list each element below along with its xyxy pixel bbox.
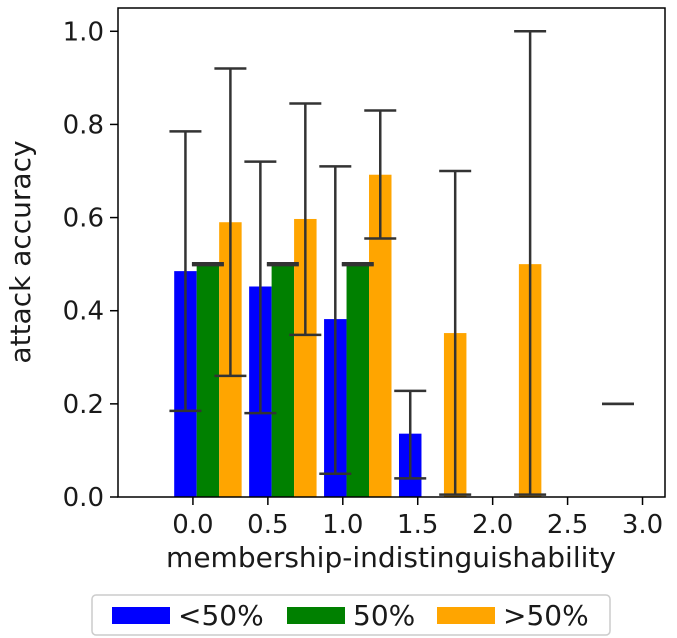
bar-series-1-1: [271, 264, 295, 497]
x-tick-label: 0.0: [172, 510, 213, 540]
errorbars-layer: [169, 30, 634, 496]
legend-swatch-2: [437, 607, 495, 624]
y-tick-label: 0.2: [63, 390, 104, 420]
x-tick-label: 1.5: [397, 510, 438, 540]
errorbar-series-2-3: [439, 169, 472, 496]
errorbar-series-2-1: [289, 102, 322, 337]
legend-label-0: <50%: [178, 599, 264, 632]
errorbar-series-0-2: [319, 165, 352, 475]
x-tick-label: 0.5: [247, 510, 288, 540]
x-axis: 0.0 0.5 1.0 1.5 2.0 2.5 3.0: [172, 497, 663, 540]
y-tick-label: 0.4: [63, 297, 104, 327]
bar-series-2-2: [369, 174, 392, 497]
errorbar-series-1-0: [191, 261, 224, 267]
errorbar-series-1-1: [266, 261, 299, 267]
errorbar-series-2-4: [514, 30, 547, 496]
plot-frame: [117, 7, 666, 498]
legend: <50% 50% >50%: [91, 594, 611, 636]
errorbar-series-1-2: [341, 261, 374, 267]
x-axis-label: membership-indistinguishability: [166, 541, 616, 574]
y-tick-label: 1.0: [63, 17, 104, 47]
errorbar-series-2-2: [364, 109, 397, 240]
y-axis-label: attack accuracy: [4, 140, 37, 363]
y-tick-label: 0.6: [63, 204, 104, 234]
errorbar-series-2-0: [214, 67, 247, 378]
y-axis: 0.0 0.2 0.4 0.6 0.8 1.0: [63, 17, 118, 513]
legend-swatch-0: [112, 607, 170, 624]
x-tick-label: 2.5: [547, 510, 588, 540]
y-tick-label: 0.0: [63, 483, 104, 513]
x-tick-label: 1.0: [322, 510, 363, 540]
y-tick-label: 0.8: [63, 110, 104, 140]
errorbar-series-0-1: [244, 160, 277, 415]
bar-series-2-1: [294, 218, 317, 497]
legend-label-1: 50%: [353, 599, 415, 632]
x-tick-label: 2.0: [472, 510, 513, 540]
legend-label-2: >50%: [503, 599, 589, 632]
bar-series-1-0: [196, 264, 220, 497]
legend-frame: [91, 594, 611, 636]
bar-series-1-2: [346, 264, 370, 497]
errorbar-series-0-3: [394, 389, 427, 480]
x-tick-label: 3.0: [622, 510, 663, 540]
legend-swatch-1: [287, 607, 345, 624]
errorbar-series-0-0: [169, 130, 202, 413]
